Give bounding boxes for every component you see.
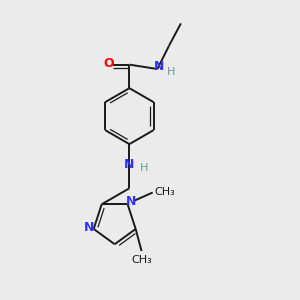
Text: N: N	[154, 60, 164, 73]
Text: N: N	[84, 221, 94, 234]
Text: H: H	[167, 67, 176, 77]
Text: N: N	[124, 158, 135, 171]
Text: CH₃: CH₃	[131, 255, 152, 265]
Text: O: O	[103, 57, 113, 70]
Text: H: H	[140, 163, 148, 173]
Text: N: N	[126, 195, 136, 208]
Text: CH₃: CH₃	[154, 187, 175, 197]
